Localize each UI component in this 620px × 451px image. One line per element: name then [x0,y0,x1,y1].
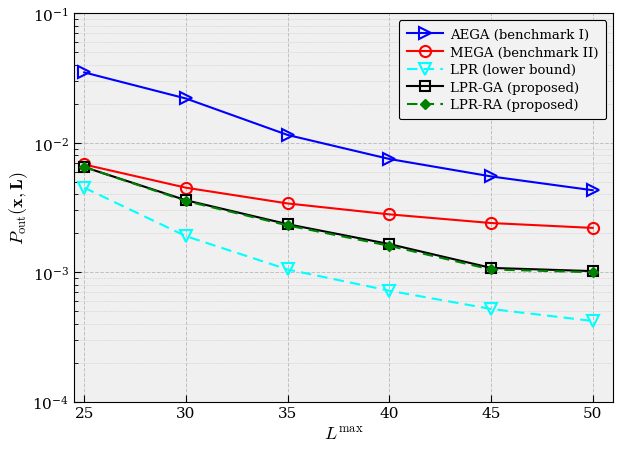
MEGA (benchmark II) [182,185,190,191]
LPR (lower bound) [487,307,495,312]
AEGA (benchmark I) [182,97,190,102]
AEGA (benchmark I) [487,175,495,180]
LPR (lower bound) [589,318,596,324]
MEGA (benchmark II) [589,226,596,231]
Y-axis label: $P_\mathrm{out}(\mathbf{x}, \mathbf{L})$: $P_\mathrm{out}(\mathbf{x}, \mathbf{L})$ [7,171,30,245]
Legend: AEGA (benchmark I), MEGA (benchmark II), LPR (lower bound), LPR-GA (proposed), L: AEGA (benchmark I), MEGA (benchmark II),… [399,21,606,120]
LPR-GA (proposed) [386,242,393,247]
LPR-GA (proposed) [182,198,190,203]
MEGA (benchmark II) [81,162,88,168]
Line: LPR-RA (proposed): LPR-RA (proposed) [81,164,596,276]
AEGA (benchmark I) [81,70,88,76]
LPR-RA (proposed) [487,267,495,272]
LPR-GA (proposed) [487,266,495,271]
Line: LPR-GA (proposed): LPR-GA (proposed) [79,163,598,276]
AEGA (benchmark I) [386,157,393,162]
LPR (lower bound) [386,288,393,294]
LPR-GA (proposed) [81,165,88,170]
MEGA (benchmark II) [284,201,291,207]
AEGA (benchmark I) [589,188,596,193]
LPR-RA (proposed) [284,223,291,229]
LPR-RA (proposed) [589,270,596,275]
MEGA (benchmark II) [487,221,495,226]
LPR-GA (proposed) [589,269,596,274]
LPR (lower bound) [81,185,88,191]
X-axis label: $L^\mathrm{max}$: $L^\mathrm{max}$ [324,426,363,444]
LPR (lower bound) [284,267,291,272]
Line: MEGA (benchmark II): MEGA (benchmark II) [79,160,598,234]
LPR-RA (proposed) [81,165,88,170]
LPR-RA (proposed) [386,244,393,249]
MEGA (benchmark II) [386,212,393,217]
LPR-RA (proposed) [182,199,190,204]
LPR-GA (proposed) [284,222,291,227]
AEGA (benchmark I) [284,133,291,138]
Line: LPR (lower bound): LPR (lower bound) [79,183,598,327]
LPR (lower bound) [182,234,190,239]
Line: AEGA (benchmark I): AEGA (benchmark I) [79,68,598,196]
